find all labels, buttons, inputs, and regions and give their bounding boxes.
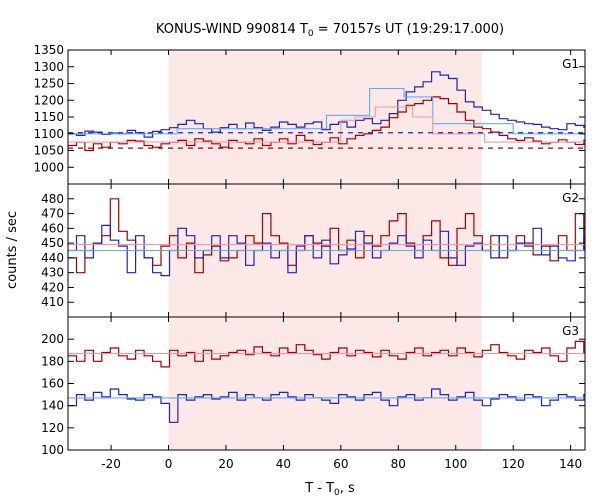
- x-tick-label: 140: [559, 457, 582, 471]
- x-axis-label-main: T - T: [304, 481, 334, 496]
- y-tick-label: 420: [41, 280, 64, 294]
- x-axis-label-subscript: 0: [334, 488, 340, 498]
- y-tick-label: 1050: [33, 144, 64, 158]
- y-axis-label: counts / sec: [5, 211, 20, 289]
- y-tick-label: 450: [41, 236, 64, 250]
- panel-g1: 1000 1050 1100 1150 1200 1250 1300 1350 G1: [33, 43, 586, 185]
- panel-label: G2: [562, 191, 579, 205]
- y-tick-label: 1350: [33, 43, 64, 57]
- y-tick-label: 180: [41, 354, 64, 368]
- panel-label: G1: [562, 57, 579, 71]
- histogram-red: [68, 340, 585, 368]
- chart-title-rest: = 70157s UT (19:29:17.000): [314, 22, 504, 37]
- panel-plot-area: [68, 71, 585, 152]
- x-tick-label: 80: [391, 457, 406, 471]
- x-tick-label: 60: [333, 457, 348, 471]
- y-tick-label: 440: [41, 251, 64, 265]
- y-tick-label: 430: [41, 266, 64, 280]
- y-tick-label: 140: [41, 399, 64, 413]
- x-axis-label: T - T0, s: [304, 481, 355, 498]
- y-tick-label: 200: [41, 332, 64, 346]
- x-tick-label: 0: [165, 457, 173, 471]
- panels-layer: 10001050110011501200125013001350G1410420…: [33, 43, 586, 471]
- y-tick-label: 1150: [33, 110, 64, 124]
- y-tick-label: 1000: [33, 160, 64, 174]
- chart-title-main: KONUS-WIND 990814 T: [156, 22, 308, 37]
- y-tick-label: 1200: [33, 93, 64, 107]
- fit-step-pink: [68, 106, 585, 143]
- x-tick-label: -20: [101, 457, 121, 471]
- y-tick-label: 160: [41, 377, 64, 391]
- panel-g3: 100 120 140 160 180 200 -20 0 20 40 60 80 100 120 140 G…: [41, 316, 586, 471]
- y-tick-label: 410: [41, 295, 64, 309]
- y-tick-label: 470: [41, 207, 64, 221]
- y-tick-label: 1300: [33, 60, 64, 74]
- y-tick-label: 1250: [33, 77, 64, 91]
- panel-plot-area: [68, 340, 585, 423]
- fit-step-lightblue: [68, 87, 585, 135]
- x-tick-label: 120: [502, 457, 525, 471]
- x-tick-label: 20: [218, 457, 233, 471]
- chart-title-subscript: 0: [308, 29, 314, 39]
- y-tick-label: 460: [41, 221, 64, 235]
- y-tick-label: 1100: [33, 127, 64, 141]
- y-tick-label: 120: [41, 421, 64, 435]
- x-tick-label: 100: [444, 457, 467, 471]
- panel-label: G3: [562, 324, 579, 338]
- highlight-band: [168, 317, 482, 450]
- histogram-blue: [68, 71, 585, 138]
- x-axis-label-rest: , s: [340, 481, 355, 496]
- highlight-band: [168, 50, 482, 184]
- y-tick-label: 100: [41, 443, 64, 457]
- y-tick-label: 480: [41, 192, 64, 206]
- histogram-blue: [68, 388, 585, 423]
- x-tick-label: 40: [276, 457, 291, 471]
- chart-title: KONUS-WIND 990814 T0 = 70157s UT (19:29:…: [156, 22, 504, 39]
